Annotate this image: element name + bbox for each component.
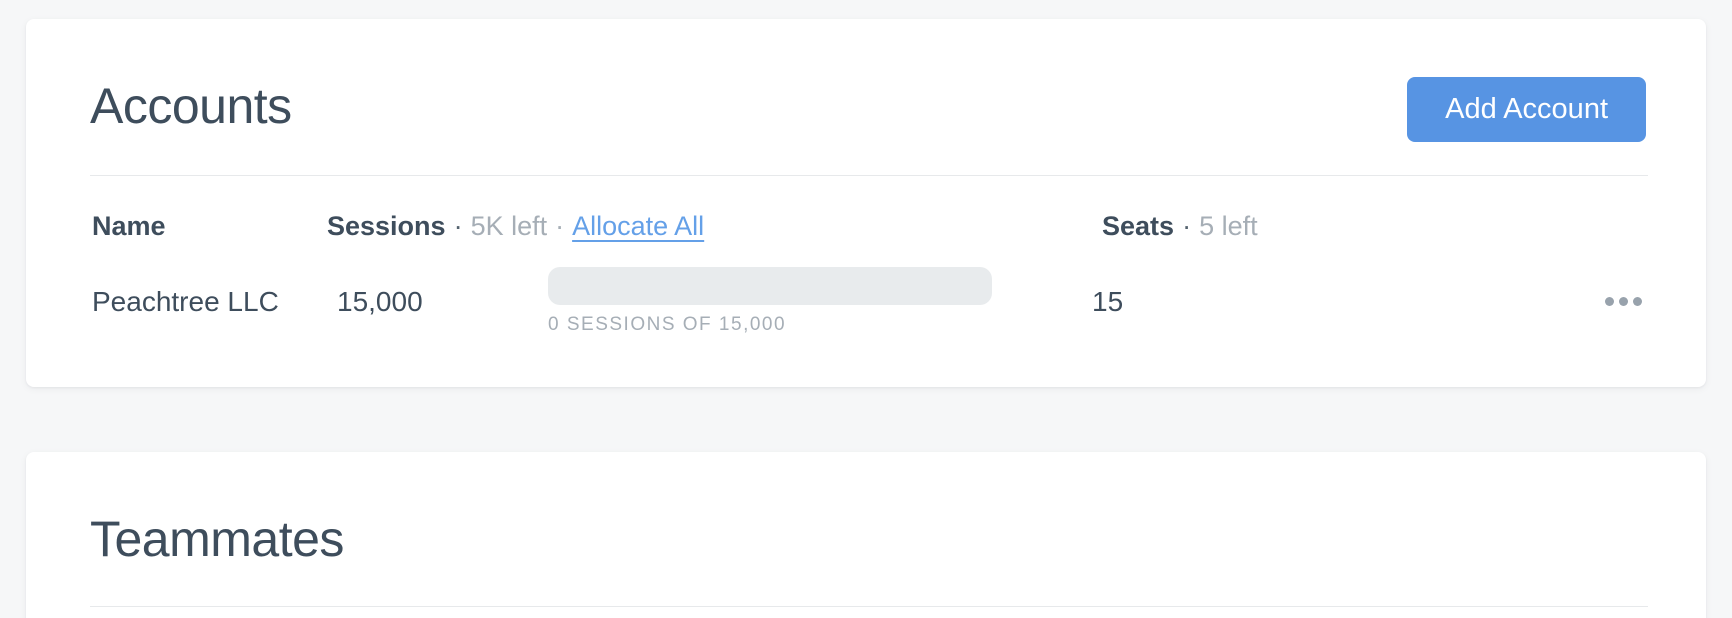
- accounts-card-header: Accounts Add Account: [26, 19, 1706, 142]
- column-header-seats: Seats · 5 left: [1092, 213, 1578, 240]
- sessions-usage-caption: 0 SESSIONS OF 15,000: [548, 314, 787, 335]
- column-header-name: Name: [92, 211, 166, 241]
- account-name: Peachtree LLC: [92, 285, 279, 317]
- accounts-table-header: Name Sessions · 5K left · Allocate All Seats…: [90, 213, 1648, 240]
- teammates-card-header: Teammates: [26, 452, 1706, 567]
- seats-header-label: Seats: [1102, 211, 1175, 241]
- dot-separator: ·: [1182, 211, 1192, 241]
- dot-separator: ·: [453, 211, 463, 241]
- seats-remaining-label: 5 left: [1199, 211, 1258, 241]
- row-menu-button[interactable]: [1599, 287, 1648, 316]
- dot-separator: ·: [555, 211, 565, 241]
- account-row-actions: [1578, 287, 1648, 316]
- sessions-progress-bar: [548, 267, 992, 305]
- teammates-card: Teammates: [26, 452, 1706, 618]
- seats-value: 15: [1092, 285, 1124, 317]
- allocate-all-link[interactable]: Allocate All: [572, 211, 705, 241]
- teammates-header-divider: [90, 606, 1648, 607]
- column-header-sessions: Sessions · 5K left · Allocate All: [327, 213, 1092, 240]
- accounts-title: Accounts: [90, 78, 292, 134]
- header-divider: [90, 175, 1648, 176]
- settings-page: Accounts Add Account Name Sessions · 5K le…: [0, 19, 1732, 618]
- column-header-menu: [1578, 213, 1648, 240]
- account-table-row: Peachtree LLC 15,000 0 SESSIONS OF 15,00…: [90, 267, 1648, 336]
- sessions-header-label: Sessions: [327, 211, 446, 241]
- account-sessions-cell: 15,000 0 SESSIONS OF 15,000: [327, 267, 1092, 336]
- sessions-usage: 0 SESSIONS OF 15,000: [548, 267, 992, 336]
- sessions-value: 15,000: [337, 285, 423, 317]
- add-account-button[interactable]: Add Account: [1407, 77, 1646, 142]
- accounts-card: Accounts Add Account Name Sessions · 5K le…: [26, 19, 1706, 387]
- ellipsis-icon: [1605, 297, 1642, 306]
- sessions-remaining-label: 5K left: [470, 211, 548, 241]
- teammates-title: Teammates: [90, 511, 344, 567]
